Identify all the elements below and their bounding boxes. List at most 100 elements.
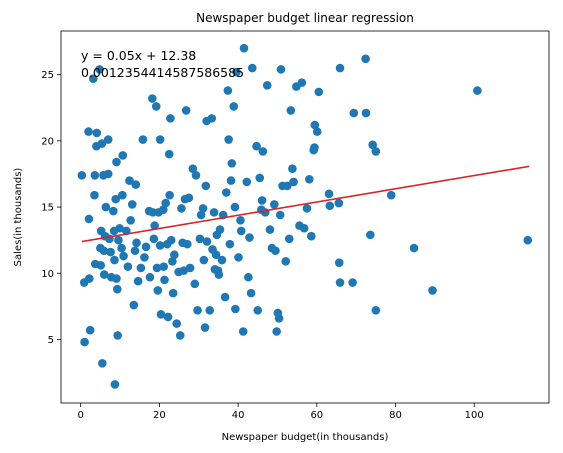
data-point (181, 106, 191, 115)
data-point (242, 177, 252, 187)
data-point (211, 250, 221, 260)
data-point (282, 181, 292, 191)
data-point (299, 223, 309, 233)
data-point (159, 262, 169, 271)
data-point (229, 102, 239, 111)
data-point (335, 278, 345, 287)
data-point (138, 135, 148, 144)
data-point (262, 80, 272, 90)
data-point (106, 247, 115, 257)
data-point (161, 198, 170, 208)
data-point (185, 263, 195, 273)
data-point (152, 263, 162, 273)
data-point (190, 279, 200, 289)
data-point (258, 147, 268, 156)
y-tick-label: 25 (41, 70, 54, 81)
data-point (302, 204, 312, 213)
data-point (123, 262, 133, 271)
data-point (265, 225, 275, 234)
data-point (348, 278, 357, 287)
data-point (136, 263, 146, 273)
data-point (177, 204, 186, 213)
data-point (103, 169, 113, 179)
data-point (200, 323, 210, 332)
data-point (225, 239, 235, 249)
data-point (84, 127, 93, 136)
x-tick-label: 40 (232, 410, 245, 421)
data-point (199, 255, 209, 265)
data-point (114, 235, 123, 245)
data-point (115, 223, 124, 233)
data-point (90, 170, 100, 180)
data-point (183, 239, 192, 249)
data-point (140, 253, 149, 262)
y-axis-ticks: 5 10 15 20 25 (41, 70, 61, 346)
data-point (209, 208, 219, 217)
data-point (244, 272, 253, 282)
data-point (335, 63, 345, 73)
data-point (99, 246, 109, 256)
data-point (306, 231, 316, 241)
data-point (99, 270, 109, 279)
data-point (117, 243, 126, 253)
data-point (97, 139, 107, 148)
data-point (227, 159, 237, 168)
data-point (96, 261, 106, 270)
data-point (215, 225, 225, 234)
data-point (371, 306, 381, 315)
x-axis-ticks: 0 20 40 60 80 100 (77, 403, 484, 421)
data-point (223, 86, 233, 95)
x-axis-label: Newspaper budget(in thousands) (222, 432, 389, 443)
data-point (168, 257, 177, 266)
data-point (126, 216, 135, 225)
data-point (325, 201, 335, 211)
regression-score-annotation: 0.0012354414587586585 (81, 65, 244, 80)
data-point (133, 276, 143, 286)
data-point (207, 114, 217, 123)
data-point (165, 190, 174, 200)
data-point (349, 108, 359, 118)
data-point (224, 135, 233, 144)
data-point (188, 164, 198, 173)
data-point (310, 143, 319, 152)
data-point (409, 243, 419, 253)
data-point (236, 216, 245, 225)
data-point (473, 86, 482, 95)
data-point (110, 380, 120, 389)
data-point (170, 250, 179, 260)
data-point (255, 173, 265, 183)
data-point (153, 286, 163, 295)
data-point (110, 255, 119, 265)
data-point (113, 331, 122, 340)
data-point (85, 325, 95, 335)
data-point (125, 176, 134, 185)
y-axis-label: Sales(in thousands) (13, 168, 24, 267)
data-point (238, 327, 248, 336)
data-point (90, 190, 99, 200)
data-point (77, 170, 87, 180)
data-point (148, 94, 157, 103)
data-point (155, 241, 165, 250)
data-point (112, 274, 121, 283)
data-point (160, 275, 169, 285)
data-point (246, 288, 256, 298)
data-point (175, 331, 185, 340)
data-point (253, 306, 263, 315)
data-point (201, 181, 211, 191)
data-point (275, 210, 285, 220)
data-point (217, 255, 227, 265)
data-point (166, 235, 176, 245)
data-point (101, 202, 111, 212)
data-point (428, 286, 437, 295)
data-point (163, 312, 173, 322)
data-point (305, 174, 314, 184)
data-point (119, 251, 128, 261)
data-point (226, 176, 236, 185)
data-point (220, 292, 230, 302)
plot-frame (60, 30, 550, 404)
data-point (141, 242, 151, 252)
data-point (288, 164, 297, 173)
data-point (130, 246, 140, 256)
data-point (98, 358, 107, 368)
data-point (145, 272, 155, 282)
